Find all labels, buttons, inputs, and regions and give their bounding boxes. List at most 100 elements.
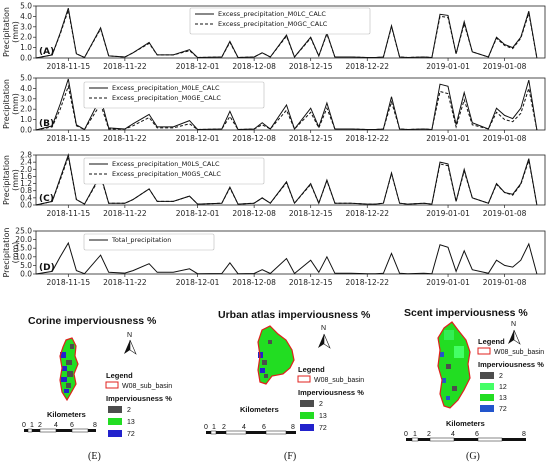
x-tick-label: 2018-12-08: [232, 62, 276, 71]
legend-entry: Excess_precipitation_M0LE_CALC: [112, 84, 220, 92]
x-tick-label: 2019-01-08: [483, 278, 527, 287]
map-scent: Scent imperviousness % N Legend W08_sub_…: [404, 307, 544, 462]
scale-tick: 0: [204, 424, 208, 431]
plot-frame: [35, 154, 546, 206]
y-tick-label: 10.0: [15, 252, 32, 261]
basin-boundary: [59, 337, 79, 402]
north-label: N: [511, 321, 516, 328]
x-tick-label: 2018-11-15: [47, 62, 91, 71]
x-tick-label: 2018-11-15: [47, 134, 91, 143]
y-axis-label: Precipitation(mm): [2, 155, 20, 205]
y-tick-label: 0.0: [20, 270, 32, 279]
x-tick-label: 2018-12-01: [176, 62, 220, 71]
legend-entry: Excess_precipitation_M0GS_CALC: [112, 170, 221, 178]
legend-entry: Excess_precipitation_M0GE_CALC: [112, 94, 221, 102]
x-tick-label: 2019-01-08: [483, 62, 527, 71]
x-tick-label: 2018-12-15: [289, 134, 333, 143]
basin-raster: [257, 325, 295, 385]
x-tick-label: 2019-01-01: [426, 278, 470, 287]
legend-class-label: 2: [127, 407, 131, 414]
panel-label: (A): [39, 47, 54, 57]
basin-boundary: [437, 321, 471, 409]
chart-panel: 0.05.010.015.020.025.0 2018-11-15 2018-11-…: [2, 227, 546, 287]
x-tick-label: 2019-01-01: [426, 134, 470, 143]
north-arrow-icon: N: [124, 332, 137, 355]
legend-class-label: 2: [319, 401, 323, 408]
chart-panel: 0.0 1.02.0 3.04.05.0 2018-11-15 2018-11-22 20…: [2, 74, 546, 143]
panel-caption: (E): [88, 451, 101, 462]
x-tick-label: 2018-11-15: [47, 209, 91, 218]
y-axis-label: Precipitation(mm): [2, 79, 20, 129]
legend-box: [83, 81, 265, 109]
basin-raster: [437, 321, 471, 409]
scale-tick: 4: [54, 422, 58, 429]
legend-title: Legend: [478, 337, 505, 346]
north-label: N: [321, 325, 326, 332]
plot-frame: [35, 77, 546, 131]
legend-title: Legend: [106, 371, 133, 380]
legend-class-label: 2: [499, 373, 503, 380]
legend-class-label: 13: [319, 413, 327, 420]
y-tick-label: 0.4: [20, 193, 32, 202]
x-tick-label: 2018-12-15: [289, 209, 333, 218]
x-tick-label: 2019-01-08: [483, 134, 527, 143]
series-line: [35, 241, 538, 275]
panel-caption: (G): [466, 451, 480, 462]
x-tick-label: 2019-01-01: [426, 209, 470, 218]
x-tick-label: 2018-12-22: [345, 134, 389, 143]
scale-tick: 4: [242, 424, 246, 431]
y-tick-label: 1.2: [20, 179, 32, 188]
legend-box: [83, 157, 265, 185]
x-tick-label: 2018-11-22: [103, 134, 147, 143]
y-tick-label: 5.0: [20, 2, 32, 11]
x-tick-label: 2018-12-01: [176, 134, 220, 143]
x-tick-label: 2018-11-15: [47, 278, 91, 287]
panel-caption: (F): [284, 451, 296, 462]
y-axis-label: Precipitation(mm): [2, 227, 20, 277]
y-axis-label: Precipitation(mm): [2, 7, 20, 57]
y-tick-label: 3.0: [20, 22, 32, 31]
legend-entry: Excess_precipitation_M0GC_CALC: [218, 20, 328, 28]
scale-tick: 2: [427, 431, 431, 438]
x-tick-label: 2019-01-01: [426, 62, 470, 71]
y-tick-label: 0.8: [20, 186, 32, 195]
basin-raster: [59, 337, 79, 402]
map-urban-atlas: Urban atlas imperviousness % N Legend W0…: [204, 309, 371, 462]
scale-tick: 6: [475, 431, 479, 438]
x-tick-label: 2018-12-01: [176, 209, 220, 218]
map-title: Corine imperviousness %: [28, 315, 157, 327]
scale-tick: 8: [291, 424, 295, 431]
series-line-dashed: [35, 8, 538, 59]
y-tick-label: 2.0: [20, 33, 32, 42]
legend-title: Legend: [298, 365, 325, 374]
x-tick-label: 2018-12-15: [289, 278, 333, 287]
legend-basin: W08_sub_basin: [314, 377, 364, 384]
scale-tick: 8: [93, 422, 97, 429]
y-tick-label: 2.0: [20, 165, 32, 174]
legend-class-label: 13: [127, 419, 135, 426]
legend-basin: W08_sub_basin: [122, 383, 172, 390]
y-tick-label: 0.0: [20, 201, 32, 210]
chart-panel: 0.0 1.02.0 3.04.05.0 2018-11-15 2018-11-22 20…: [2, 2, 546, 71]
legend-class-label: 72: [499, 406, 507, 413]
map-corine: Corine imperviousness % N Legend W08_sub…: [22, 315, 172, 462]
legend-class-label: 13: [499, 395, 507, 402]
x-tick-label: 2019-01-08: [483, 209, 527, 218]
plot-frame: [35, 230, 546, 275]
y-tick-label: 5.0: [20, 74, 32, 83]
x-tick-label: 2018-12-08: [232, 134, 276, 143]
x-tick-label: 2018-12-22: [345, 209, 389, 218]
panel-label: (C): [39, 194, 54, 204]
legend-classes-title: Imperviousness %: [478, 360, 544, 369]
y-tick-label: 2.4: [20, 158, 32, 167]
legend-box: [189, 7, 371, 35]
scale-title: Kilometers: [446, 419, 485, 428]
y-tick-label: 25.0: [15, 227, 32, 236]
scale-tick: 1: [212, 424, 216, 431]
chart-panel: 0.00.40.81.21.62.02.42.8 2018-11-15 2018-1…: [2, 151, 546, 218]
north-label: N: [127, 332, 132, 339]
legend-entry: Total_precipitation: [111, 236, 171, 244]
scale-tick: 0: [404, 431, 408, 438]
scale-tick: 6: [70, 422, 74, 429]
